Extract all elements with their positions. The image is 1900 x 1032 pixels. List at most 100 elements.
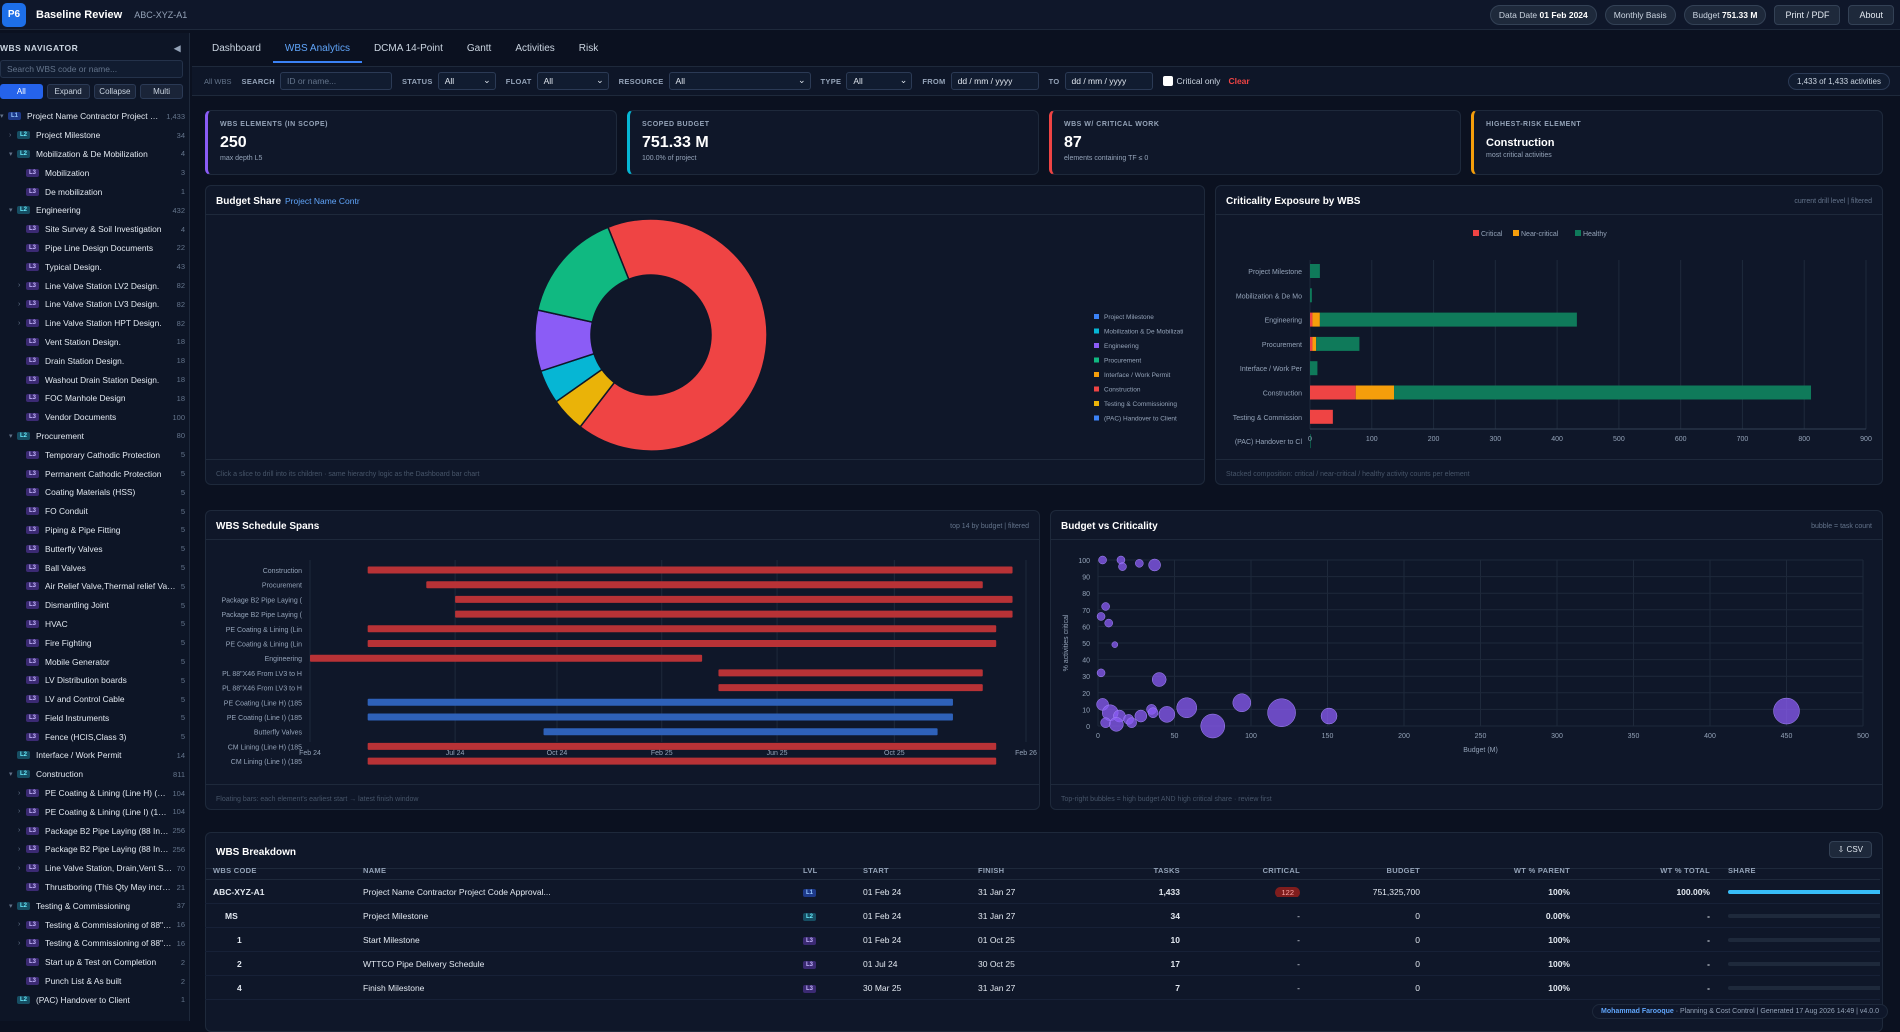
- column-header[interactable]: NAME: [355, 866, 795, 875]
- expand-caret-icon[interactable]: ▾: [9, 206, 17, 214]
- expand-caret-icon[interactable]: ▾: [9, 150, 17, 158]
- id-search-input[interactable]: ID or name...: [280, 72, 392, 90]
- collapse-sidebar-icon[interactable]: ◀: [174, 43, 181, 54]
- to-date-input[interactable]: dd / mm / yyyy: [1065, 72, 1153, 90]
- tab-gantt[interactable]: Gantt: [455, 35, 503, 63]
- column-header[interactable]: CRITICAL: [1190, 866, 1310, 875]
- filter-all-button[interactable]: All: [0, 84, 43, 99]
- expand-caret-icon[interactable]: ›: [18, 921, 26, 928]
- clear-filters-button[interactable]: Clear: [1228, 76, 1249, 86]
- expand-caret-icon[interactable]: ▾: [0, 112, 8, 120]
- expand-caret-icon[interactable]: ›: [18, 282, 26, 289]
- type-select[interactable]: All⌄: [846, 72, 912, 90]
- column-header[interactable]: TASKS: [1100, 866, 1190, 875]
- column-header[interactable]: WT % PARENT: [1430, 866, 1580, 875]
- column-header[interactable]: WT % TOTAL: [1580, 866, 1720, 875]
- tab-risk[interactable]: Risk: [567, 35, 610, 63]
- expand-caret-icon[interactable]: ▾: [9, 902, 17, 910]
- wbs-search-input[interactable]: Search WBS code or name...: [0, 60, 183, 78]
- column-header[interactable]: FINISH: [970, 866, 1100, 875]
- expand-caret-icon[interactable]: ›: [18, 790, 26, 797]
- budget-share-drill-label[interactable]: Project Name Contr: [285, 196, 360, 206]
- collapse-button[interactable]: Collapse: [94, 84, 137, 99]
- expand-caret-icon[interactable]: ›: [18, 846, 26, 853]
- expand-caret-icon[interactable]: ›: [9, 132, 17, 139]
- column-header[interactable]: START: [855, 866, 970, 875]
- column-header[interactable]: WBS CODE: [205, 866, 355, 875]
- tab-wbs-analytics[interactable]: WBS Analytics: [273, 35, 362, 63]
- expand-caret-icon[interactable]: ›: [18, 301, 26, 308]
- expand-caret-icon[interactable]: ▾: [9, 432, 17, 440]
- expand-caret-icon[interactable]: ›: [18, 320, 26, 327]
- expand-caret-icon[interactable]: ›: [18, 865, 26, 872]
- expand-caret-icon[interactable]: ▾: [9, 770, 17, 778]
- status-select[interactable]: All⌄: [438, 72, 496, 90]
- about-button[interactable]: About: [1848, 5, 1894, 25]
- expand-button[interactable]: Expand: [47, 84, 90, 99]
- expand-caret-icon[interactable]: ›: [18, 827, 26, 834]
- column-header[interactable]: SHARE: [1720, 866, 1880, 875]
- tab-dcma[interactable]: DCMA 14-Point: [362, 35, 455, 63]
- float-select[interactable]: All⌄: [537, 72, 609, 90]
- basis-badge[interactable]: Monthly Basis: [1605, 5, 1676, 25]
- criticality-bar-chart[interactable]: CriticalNear-criticalHealthy010020030040…: [1216, 215, 1884, 455]
- from-date-input[interactable]: dd / mm / yyyy: [951, 72, 1039, 90]
- expand-caret-icon[interactable]: ›: [18, 808, 26, 815]
- column-header[interactable]: LVL: [795, 866, 855, 875]
- tab-activities[interactable]: Activities: [503, 35, 566, 63]
- multi-select-button[interactable]: Multi: [140, 84, 183, 99]
- print-pdf-button[interactable]: Print / PDF: [1774, 5, 1840, 25]
- tab-dashboard[interactable]: Dashboard: [200, 35, 273, 63]
- resource-select[interactable]: All⌄: [669, 72, 811, 90]
